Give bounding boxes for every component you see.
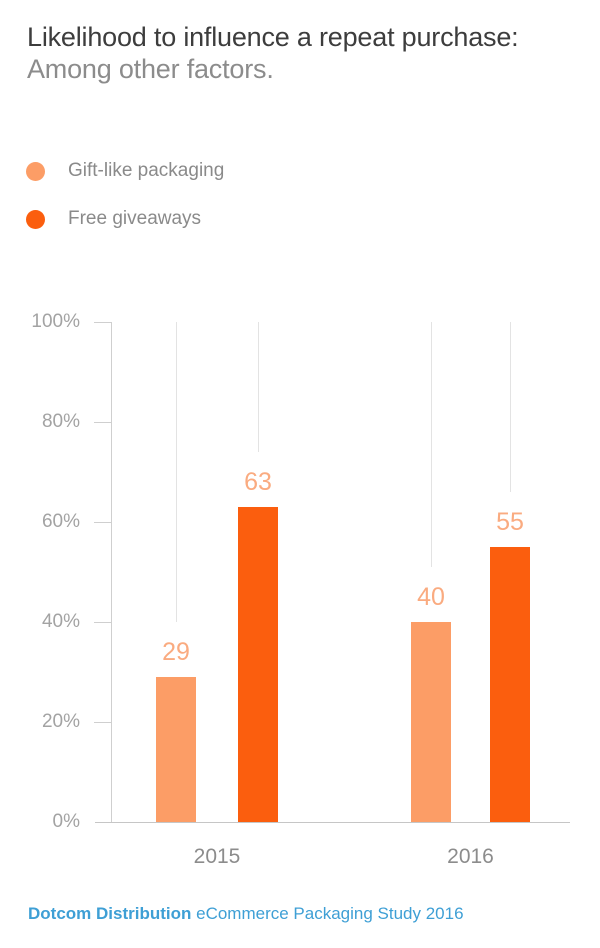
y-tick-label: 40% [41, 611, 80, 632]
y-tick [94, 422, 111, 423]
legend-item-gift-like-packaging: Gift-like packaging [26, 161, 224, 181]
legend-label: Free giveaways [68, 208, 202, 229]
y-tick [94, 522, 111, 523]
legend-dot-icon [26, 161, 45, 181]
x-category-label: 2016 [447, 845, 494, 868]
x-category-label: 2015 [193, 845, 241, 868]
y-axis [111, 322, 112, 822]
legend-item-free-giveaways: Free giveaways [26, 209, 201, 229]
y-tick-label: 100% [31, 311, 80, 332]
gridline [510, 322, 511, 492]
y-tick-label: 20% [41, 711, 80, 732]
chart-subtitle: Among other factors. [27, 54, 274, 84]
legend-dot-icon [26, 209, 45, 229]
bar-2015-free-giveaways [238, 507, 278, 822]
y-tick-label: 80% [41, 411, 80, 432]
bar-2016-gift-like-packaging [411, 622, 451, 822]
bar-value-label: 40 [417, 583, 445, 611]
x-axis-baseline [95, 822, 570, 823]
bar-2015-gift-like-packaging [156, 677, 196, 822]
legend-label: Gift-like packaging [68, 160, 225, 181]
y-tick [94, 722, 111, 723]
gridline [176, 322, 177, 622]
chart-title: Likelihood to influence a repeat purchas… [27, 22, 519, 52]
bar-2016-free-giveaways [490, 547, 530, 822]
bar-value-label: 63 [244, 468, 272, 496]
y-tick [94, 322, 111, 323]
source-brand: Dotcom Distribution [28, 904, 192, 923]
source-credit: Dotcom Distribution eCommerce Packaging … [28, 903, 588, 925]
y-tick [94, 622, 111, 623]
gridline [258, 322, 259, 452]
gridline [431, 322, 432, 567]
bar-value-label: 55 [496, 508, 524, 536]
bar-value-label: 29 [162, 638, 190, 666]
source-study-name: eCommerce Packaging Study 2016 [191, 904, 464, 923]
y-tick-label: 0% [52, 811, 80, 832]
y-tick-label: 60% [41, 511, 80, 532]
